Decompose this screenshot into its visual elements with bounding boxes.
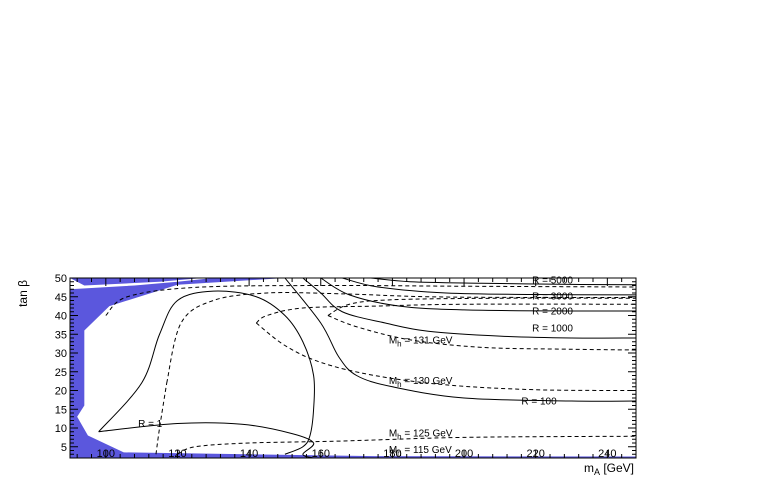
plot-frame bbox=[69, 277, 637, 459]
y-tick-label: 50 bbox=[55, 273, 67, 285]
contour-label: R = 5000 bbox=[532, 276, 573, 287]
solid-contour-4 bbox=[284, 278, 636, 402]
axis-ticks: 100 120 140 160 180 200 220 240 5 10 15 20 25 30 35 40 4… bbox=[55, 273, 637, 460]
solid-contour-5 bbox=[98, 422, 315, 458]
contour-labels: R = 5000 R = 3000 R = 2000 R = 1000 R = 100 R… bbox=[138, 276, 573, 459]
contour-label: R = 2000 bbox=[532, 306, 573, 317]
contour-label: Mh = 115 GeV bbox=[389, 445, 452, 458]
dashed-contour-1 bbox=[255, 322, 636, 391]
dashed-contour-7 bbox=[327, 297, 636, 316]
dashed-contour-6 bbox=[255, 303, 636, 324]
y-tick-label: 5 bbox=[61, 442, 67, 454]
solid-contour-1 bbox=[342, 278, 636, 296]
x-tick-label: 140 bbox=[240, 448, 258, 460]
excluded-region-part-1 bbox=[70, 278, 636, 458]
dashed-contour-2 bbox=[166, 292, 636, 384]
y-tick-label: 25 bbox=[55, 367, 67, 379]
excluded-region bbox=[70, 278, 636, 458]
x-tick-label: 120 bbox=[168, 448, 186, 460]
contour-label: Mh = 130 GeV bbox=[389, 376, 453, 389]
y-tick-label: 45 bbox=[55, 292, 67, 304]
solid-contour-3 bbox=[302, 278, 636, 339]
x-tick-label: 200 bbox=[455, 448, 473, 460]
y-tick-label: 20 bbox=[55, 386, 67, 398]
solid-contour-6 bbox=[98, 290, 316, 455]
dashed-contour-0 bbox=[327, 315, 636, 351]
contour-label: R = 3000 bbox=[532, 291, 573, 302]
y-tick-label: 15 bbox=[55, 404, 67, 416]
contour-label: Mh = 131 GeV bbox=[389, 335, 453, 348]
x-tick-label: 160 bbox=[312, 448, 330, 460]
y-tick-label: 40 bbox=[55, 311, 67, 323]
solid-contour-2 bbox=[320, 278, 636, 312]
contour-label: R = 1000 bbox=[532, 324, 573, 335]
solid-contour-0 bbox=[370, 278, 636, 286]
x-tick-label: 240 bbox=[598, 448, 616, 460]
y-tick-label: 30 bbox=[55, 348, 67, 360]
y-axis-label: tan β bbox=[16, 280, 30, 307]
x-tick-label: 100 bbox=[97, 448, 115, 460]
y-tick-label: 10 bbox=[55, 423, 67, 435]
y-tick-label: 35 bbox=[55, 329, 67, 341]
x-axis-label: mA [GeV] bbox=[584, 461, 634, 477]
contour-label: R = 100 bbox=[521, 396, 557, 407]
contour-label: Mh = 125 GeV bbox=[389, 428, 453, 441]
contour-label: R = 1 bbox=[138, 419, 163, 430]
dashed-contour-3 bbox=[105, 284, 636, 316]
x-tick-label: 180 bbox=[383, 448, 401, 460]
dashed-contour-5 bbox=[177, 435, 636, 455]
contour-lines bbox=[98, 278, 636, 458]
x-tick-label: 220 bbox=[527, 448, 545, 460]
